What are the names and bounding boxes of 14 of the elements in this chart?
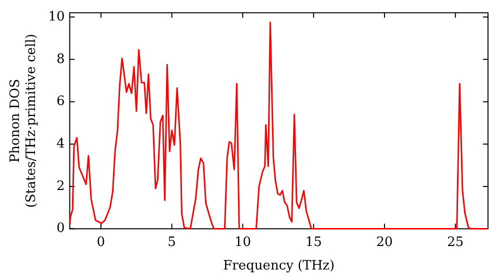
x-tick-label: 20 [376, 234, 393, 250]
y-tick-label: 2 [56, 178, 65, 194]
y-tick-label: 8 [56, 52, 65, 67]
x-tick-label: 25 [447, 234, 464, 250]
x-tick-label: 15 [305, 234, 322, 250]
x-tick-label: 0 [96, 234, 106, 250]
x-tick-label: 5 [168, 234, 176, 250]
x-tick-label: 10 [234, 234, 251, 250]
y-tick-label: 6 [56, 94, 65, 110]
y-tick-label: 0 [56, 221, 65, 236]
y-tick-label: 4 [56, 136, 65, 152]
x-axis-title: Frequency (THz) [223, 258, 335, 274]
y-axis-title: Phonon DOS (States/THz·primitive cell) [8, 34, 39, 208]
y-tick-label: 10 [48, 9, 65, 24]
